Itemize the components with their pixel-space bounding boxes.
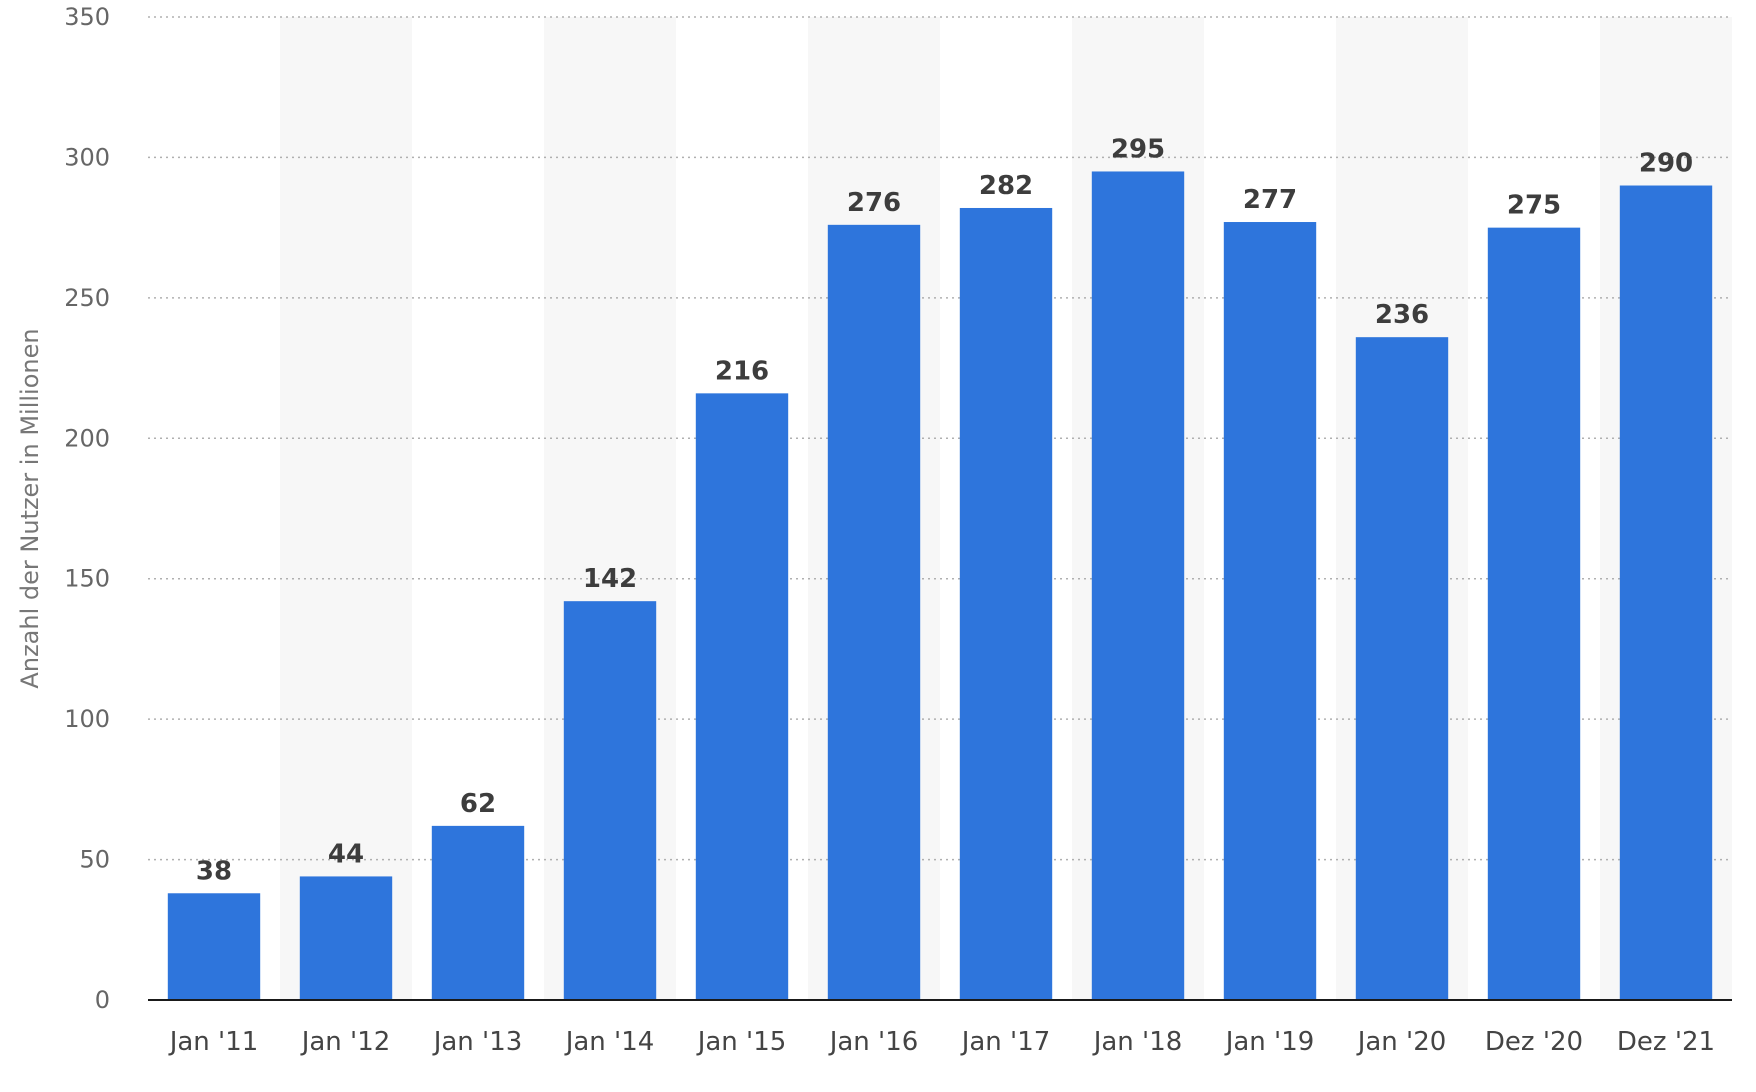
bar — [695, 393, 789, 1000]
y-tick-label: 0 — [95, 986, 110, 1014]
x-tick-label: Jan '13 — [432, 1027, 523, 1057]
y-tick-label: 100 — [64, 705, 110, 733]
data-label: 38 — [196, 856, 232, 886]
bar — [1091, 171, 1185, 1000]
x-tick-label: Jan '14 — [564, 1027, 655, 1057]
bar — [167, 893, 261, 1000]
y-axis-label: Anzahl der Nutzer in Millionen — [16, 328, 44, 688]
data-label: 282 — [979, 171, 1033, 201]
bar — [959, 207, 1053, 1001]
bar — [1487, 227, 1581, 1001]
data-label: 290 — [1639, 149, 1693, 179]
x-tick-label: Jan '18 — [1092, 1027, 1183, 1057]
bar — [563, 601, 657, 1000]
y-tick-label: 200 — [64, 424, 110, 452]
x-tick-label: Jan '11 — [168, 1027, 259, 1057]
y-tick-label: 150 — [64, 565, 110, 593]
bar — [827, 224, 921, 1000]
data-label: 236 — [1375, 300, 1429, 330]
x-tick-label: Jan '16 — [828, 1027, 919, 1057]
data-label: 62 — [460, 789, 496, 819]
x-tick-label: Dez '21 — [1617, 1027, 1715, 1057]
bar — [1223, 222, 1317, 1001]
data-label: 44 — [328, 839, 364, 869]
data-label: 277 — [1243, 185, 1297, 215]
bar — [431, 825, 525, 1000]
bar — [299, 876, 393, 1000]
bars — [167, 171, 1713, 1001]
x-tick-label: Jan '17 — [960, 1027, 1051, 1057]
y-tick-label: 350 — [64, 3, 110, 31]
x-tick-label: Jan '15 — [696, 1027, 787, 1057]
x-tick-label: Dez '20 — [1485, 1027, 1583, 1057]
x-axis-ticks: Jan '11 Jan '12 Jan '13 Jan '14 Jan '15 Jan '… — [168, 1027, 1715, 1057]
y-tick-label: 300 — [64, 143, 110, 171]
gridlines — [148, 16, 1732, 861]
data-label: 276 — [847, 188, 901, 218]
x-tick-label: Jan '20 — [1356, 1027, 1447, 1057]
data-label: 142 — [583, 564, 637, 594]
y-tick-label: 250 — [64, 284, 110, 312]
data-label: 295 — [1111, 134, 1165, 164]
data-labels: 38 44 62 142 216 276 282 295 277 236 275 290 — [196, 134, 1693, 886]
data-label: 216 — [715, 356, 769, 386]
y-tick-label: 50 — [79, 846, 110, 874]
y-axis-ticks: 0 50 100 150 200 250 300 350 — [64, 3, 110, 1014]
x-tick-label: Jan '12 — [300, 1027, 391, 1057]
data-label: 275 — [1507, 191, 1561, 221]
column-band — [280, 17, 412, 1000]
bar — [1355, 337, 1449, 1001]
x-tick-label: Jan '19 — [1224, 1027, 1315, 1057]
bar — [1619, 185, 1713, 1000]
